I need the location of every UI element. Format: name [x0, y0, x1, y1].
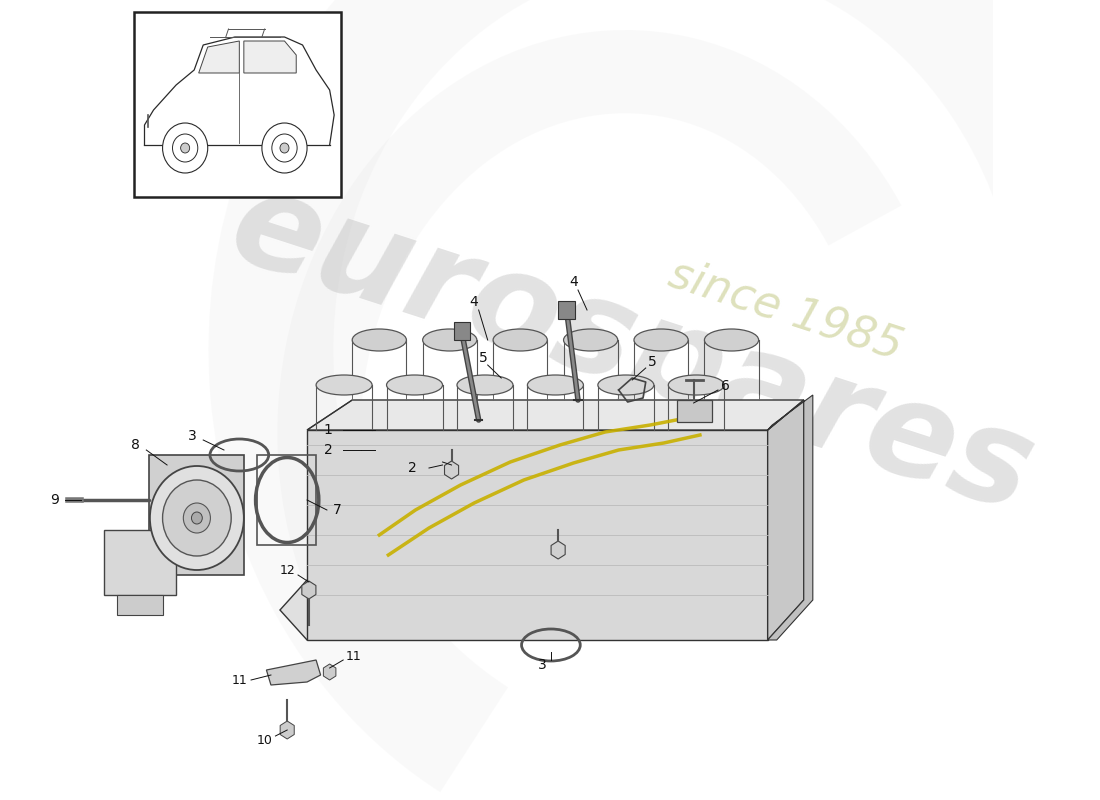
Text: 2: 2 — [408, 461, 417, 475]
Ellipse shape — [563, 329, 618, 351]
Bar — [134, 12, 341, 197]
Bar — [453, 322, 470, 340]
Polygon shape — [768, 400, 804, 640]
Ellipse shape — [316, 375, 372, 395]
Circle shape — [272, 134, 297, 162]
Circle shape — [163, 480, 231, 556]
Ellipse shape — [598, 375, 653, 395]
Ellipse shape — [352, 329, 406, 351]
Circle shape — [180, 143, 189, 153]
Bar — [678, 400, 712, 422]
Text: 3: 3 — [188, 429, 197, 443]
Ellipse shape — [669, 375, 724, 395]
Circle shape — [262, 123, 307, 173]
Text: 5: 5 — [648, 355, 657, 369]
Text: 9: 9 — [50, 493, 58, 507]
Text: 10: 10 — [256, 734, 273, 746]
Text: 4: 4 — [569, 275, 578, 289]
Text: since 1985: since 1985 — [663, 252, 907, 368]
Polygon shape — [307, 400, 352, 430]
Ellipse shape — [527, 375, 583, 395]
Ellipse shape — [422, 329, 476, 351]
Ellipse shape — [456, 375, 513, 395]
Circle shape — [191, 512, 202, 524]
Text: 11: 11 — [231, 674, 248, 686]
Circle shape — [280, 143, 289, 153]
Text: 2: 2 — [323, 443, 332, 457]
Ellipse shape — [386, 375, 442, 395]
Ellipse shape — [493, 329, 548, 351]
Ellipse shape — [704, 329, 759, 351]
Text: 11: 11 — [346, 650, 362, 663]
Polygon shape — [307, 400, 804, 430]
Polygon shape — [768, 395, 813, 640]
Bar — [148, 455, 244, 575]
Bar — [257, 455, 316, 545]
Polygon shape — [244, 41, 296, 73]
Ellipse shape — [634, 329, 689, 351]
Text: 4: 4 — [470, 295, 478, 309]
Text: a passion for parts since 1985: a passion for parts since 1985 — [426, 435, 712, 545]
Text: 7: 7 — [332, 503, 341, 517]
Circle shape — [150, 466, 244, 570]
Text: 1: 1 — [323, 423, 332, 437]
Text: 6: 6 — [720, 379, 729, 393]
Text: eurospares: eurospares — [216, 161, 1048, 539]
Circle shape — [184, 503, 210, 533]
Bar — [103, 530, 176, 595]
Bar — [118, 595, 163, 615]
Polygon shape — [199, 41, 240, 73]
Circle shape — [163, 123, 208, 173]
Text: 3: 3 — [538, 658, 547, 672]
Polygon shape — [266, 660, 320, 685]
Text: 12: 12 — [279, 565, 295, 578]
Bar — [559, 301, 574, 319]
Text: 8: 8 — [131, 438, 140, 452]
Circle shape — [173, 134, 198, 162]
Text: 5: 5 — [478, 351, 487, 365]
Polygon shape — [307, 430, 768, 640]
Polygon shape — [280, 560, 804, 640]
